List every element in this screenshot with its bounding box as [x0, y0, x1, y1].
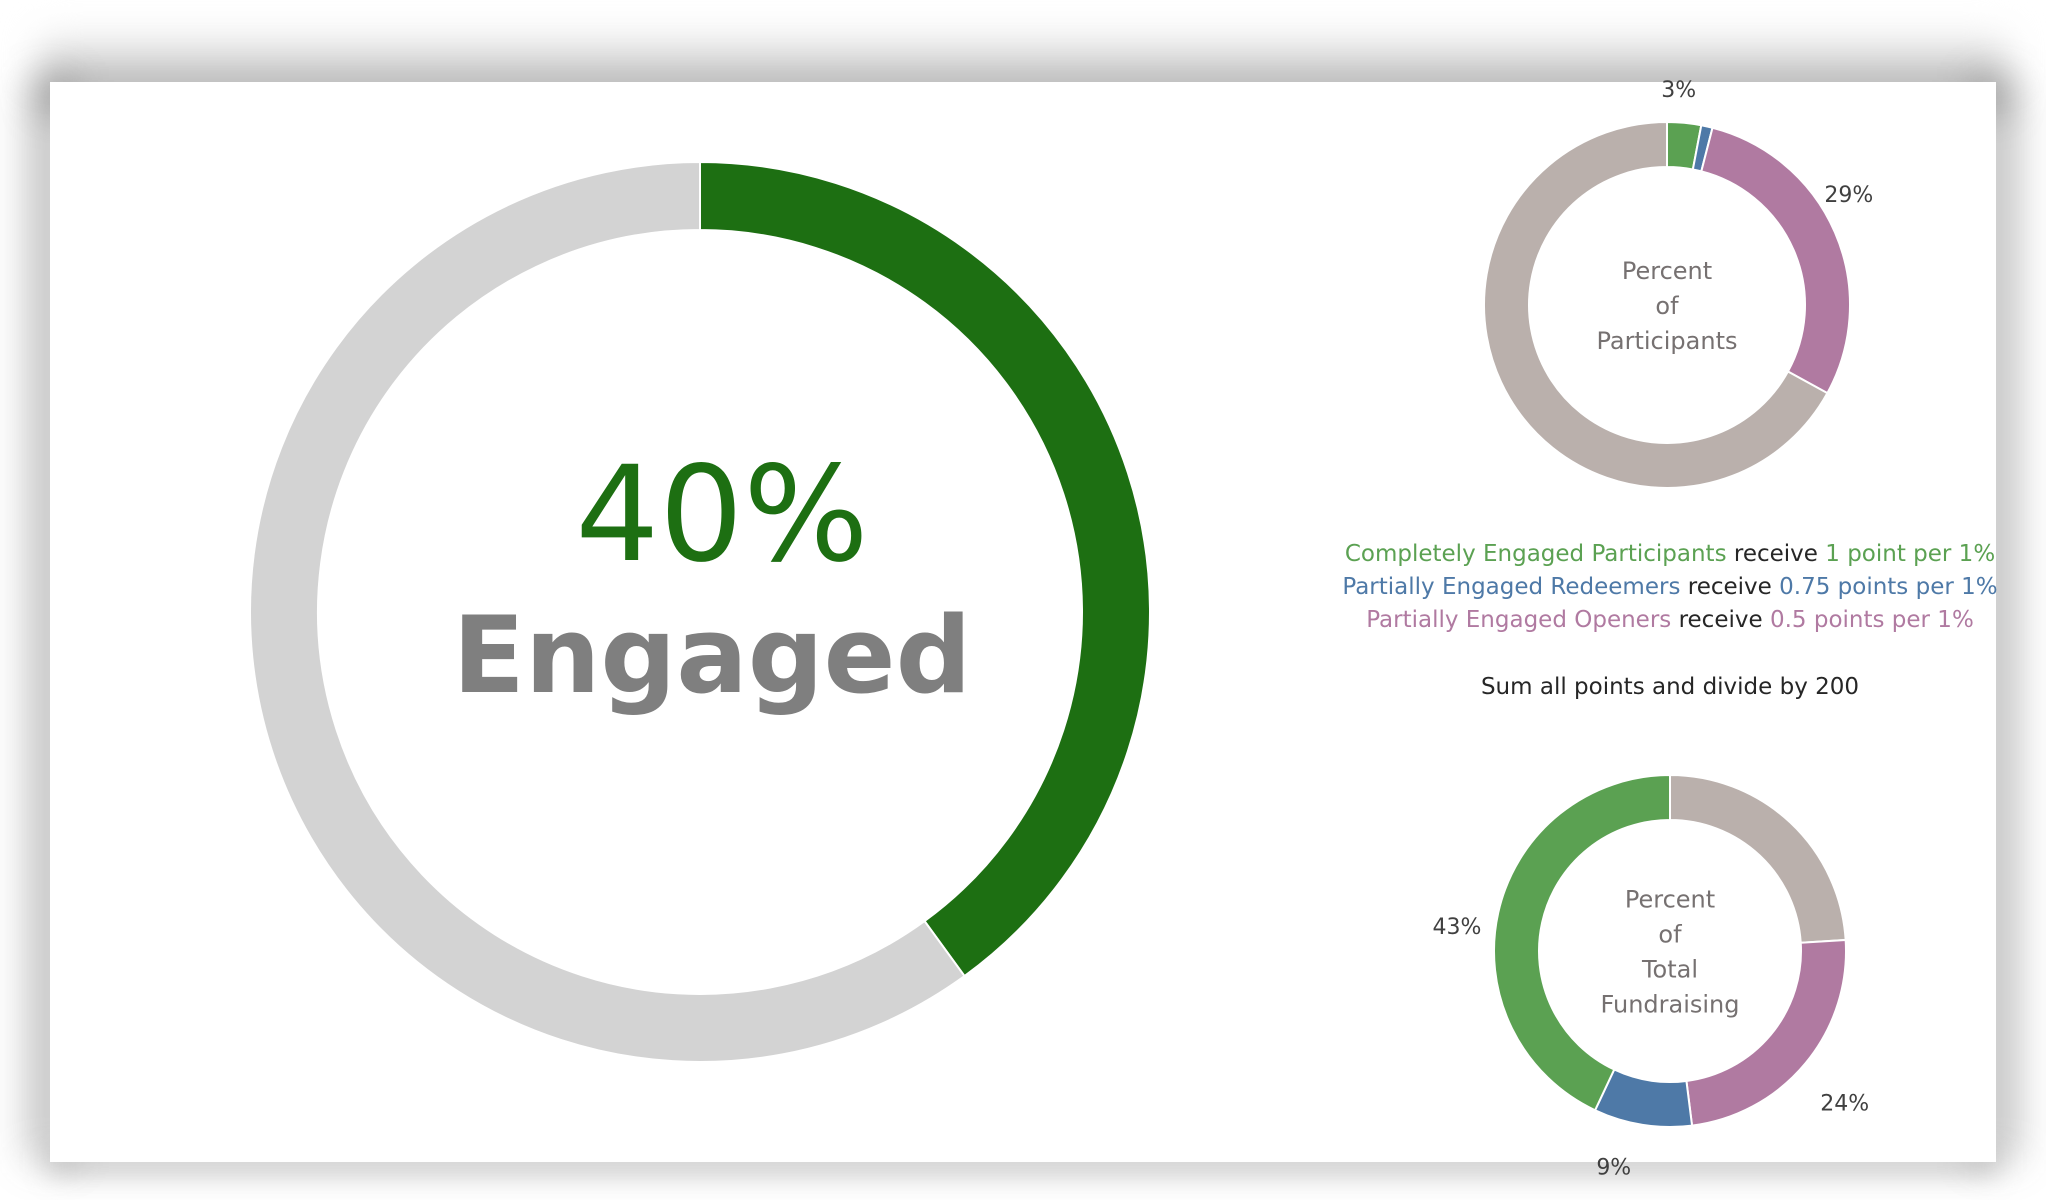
legend-verb: receive [1687, 574, 1772, 600]
fundraising-center-label-line: Total [1641, 956, 1698, 984]
fundraising-slice-not-engaged [1669, 773, 1847, 944]
engaged-word: Engaged [453, 594, 972, 717]
legend-row-partially-redeemers: Partially Engaged Redeemers receive 0.75… [1300, 571, 2040, 604]
fundraising-slice-completely-engaged-participants [1493, 773, 1671, 1112]
legend-verb: receive [1733, 541, 1818, 567]
main-slice-engaged [699, 160, 1151, 978]
legend-group-partially-redeemers: Partially Engaged Redeemers [1342, 574, 1681, 600]
legend-points-partially-redeemers: 0.75 points per 1% [1779, 574, 1998, 600]
main-engagement-gauge [249, 160, 1151, 1063]
participants-center-label-line: Participants [1597, 327, 1738, 355]
fundraising-center-label-line: Fundraising [1600, 991, 1739, 1019]
fundraising-label-partially-engaged-redeemers: 9% [1596, 1155, 1631, 1180]
fundraising-label-completely-engaged-participants: 43% [1433, 915, 1482, 940]
participants-label-partially-engaged-openers: 29% [1824, 183, 1873, 208]
sum-note: Sum all points and divide by 200 [1480, 674, 1860, 700]
fundraising-center-label-line: of [1658, 921, 1682, 949]
fundraising-donut: 24% 9% 43% Percent of Total Fundraising [1433, 773, 1869, 1180]
points-legend: Completely Engaged Participants receive … [1300, 538, 2040, 704]
dashboard-panel [50, 82, 1996, 1162]
main-slice-remaining [249, 160, 966, 1063]
legend-group-partially-openers: Partially Engaged Openers [1366, 607, 1672, 633]
legend-points-partially-openers: 0.5 points per 1% [1769, 607, 1974, 633]
legend-points-completely-engaged: 1 point per 1% [1825, 541, 1996, 567]
participants-center-label-line: Percent [1622, 257, 1712, 285]
participants-slice-not-engaged [1483, 120, 1829, 489]
fundraising-center-label-line: Percent [1625, 886, 1715, 914]
legend-row-partially-openers: Partially Engaged Openers receive 0.5 po… [1300, 604, 2040, 637]
fundraising-label-partially-engaged-openers: 24% [1820, 1091, 1869, 1116]
participants-label-completely-engaged-participants: 3% [1661, 78, 1696, 103]
legend-group-completely-engaged: Completely Engaged Participants [1344, 541, 1727, 567]
participants-center-label-line: of [1655, 292, 1679, 320]
legend-row-completely-engaged: Completely Engaged Participants receive … [1300, 538, 2040, 571]
legend-verb: receive [1678, 607, 1763, 633]
participants-donut: 3% 29% Percent of Participants [1483, 78, 1873, 489]
engaged-percent: 40% [575, 438, 868, 592]
